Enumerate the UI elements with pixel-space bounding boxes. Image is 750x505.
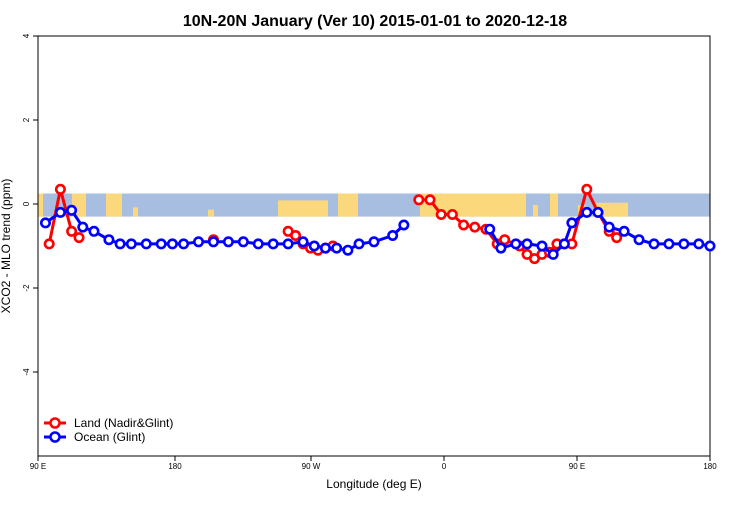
data-point — [39, 217, 51, 229]
data-point — [387, 230, 399, 242]
data-point — [495, 242, 507, 254]
data-point — [155, 238, 167, 250]
data-point — [54, 183, 66, 195]
data-point — [521, 238, 533, 250]
land-mass — [38, 193, 43, 217]
data-point — [222, 236, 234, 248]
x-axis-label: Longitude (deg E) — [326, 477, 421, 491]
data-point — [77, 221, 89, 233]
legend: Land (Nadir&Glint) Ocean (Glint) — [44, 416, 173, 444]
data-point — [633, 234, 645, 246]
data-point — [484, 223, 496, 235]
data-point — [319, 242, 331, 254]
land-mass — [338, 193, 358, 217]
data-point — [290, 230, 302, 242]
background-map-band — [38, 193, 710, 217]
y-axis-label: XCO2 - MLO trend (ppm) — [0, 179, 13, 314]
data-point — [435, 209, 447, 221]
data-point — [663, 238, 675, 250]
data-point — [166, 238, 178, 250]
x-tick-label: 90 E — [569, 462, 585, 471]
legend-land-marker — [49, 417, 61, 429]
x-axis: 90 E 180 90 W 0 90 E 180 — [30, 456, 717, 471]
data-point — [140, 238, 152, 250]
data-point — [88, 225, 100, 237]
data-point — [618, 225, 630, 237]
x-tick-label: 90 W — [302, 462, 321, 471]
data-point — [297, 236, 309, 248]
data-point — [43, 238, 55, 250]
data-point — [207, 236, 219, 248]
data-point — [368, 236, 380, 248]
land-mass — [133, 207, 138, 217]
series-line — [44, 208, 405, 252]
data-point — [648, 238, 660, 250]
land-mass — [106, 193, 122, 217]
data-point — [73, 232, 85, 244]
y-tick-label: -2 — [22, 284, 31, 292]
land-mass — [278, 200, 328, 217]
x-tick-label: 180 — [168, 462, 182, 471]
legend-land-label: Land (Nadir&Glint) — [74, 416, 173, 430]
data-point — [678, 238, 690, 250]
legend-ocean-label: Ocean (Glint) — [74, 430, 145, 444]
data-point — [353, 238, 365, 250]
data-point — [603, 221, 615, 233]
data-point — [536, 240, 548, 252]
data-point — [510, 238, 522, 250]
data-point — [114, 238, 126, 250]
y-tick-label: -4 — [22, 368, 31, 376]
chart-title: 10N-20N January (Ver 10) 2015-01-01 to 2… — [183, 13, 567, 30]
data-point — [398, 219, 410, 231]
x-tick-label: 90 E — [30, 462, 46, 471]
data-point — [446, 209, 458, 221]
data-point — [342, 244, 354, 256]
data-point — [103, 234, 115, 246]
land-mass — [208, 209, 214, 217]
series-ocean — [39, 204, 716, 260]
data-point — [558, 238, 570, 250]
data-point — [592, 206, 604, 218]
series-layer — [39, 183, 716, 265]
y-axis: 4 2 0 -2 -4 — [22, 33, 38, 376]
y-tick-label: 2 — [22, 117, 31, 122]
land-mass — [533, 205, 538, 217]
data-point — [566, 217, 578, 229]
data-point — [54, 206, 66, 218]
series-land — [43, 183, 623, 265]
data-point — [282, 238, 294, 250]
data-point — [458, 219, 470, 231]
data-point — [611, 232, 623, 244]
data-point — [499, 234, 511, 246]
data-point — [66, 225, 78, 237]
data-point — [581, 183, 593, 195]
data-point — [237, 236, 249, 248]
data-point — [581, 206, 593, 218]
x-tick-label: 0 — [442, 462, 447, 471]
data-point — [704, 240, 716, 252]
data-point — [252, 238, 264, 250]
land-mass — [420, 193, 526, 217]
data-point — [267, 238, 279, 250]
land-mass — [550, 193, 558, 217]
data-point — [331, 242, 343, 254]
data-point — [125, 238, 137, 250]
data-point — [413, 194, 425, 206]
data-point — [469, 221, 481, 233]
data-point — [547, 248, 559, 260]
x-tick-label: 180 — [703, 462, 717, 471]
ocean-band — [38, 193, 710, 217]
legend-ocean-marker — [49, 431, 61, 443]
data-point — [424, 194, 436, 206]
data-point — [193, 236, 205, 248]
data-point — [66, 204, 78, 216]
y-tick-label: 4 — [22, 33, 31, 38]
y-tick-label: 0 — [22, 201, 31, 206]
data-point — [178, 238, 190, 250]
data-point — [693, 238, 705, 250]
data-point — [308, 240, 320, 252]
